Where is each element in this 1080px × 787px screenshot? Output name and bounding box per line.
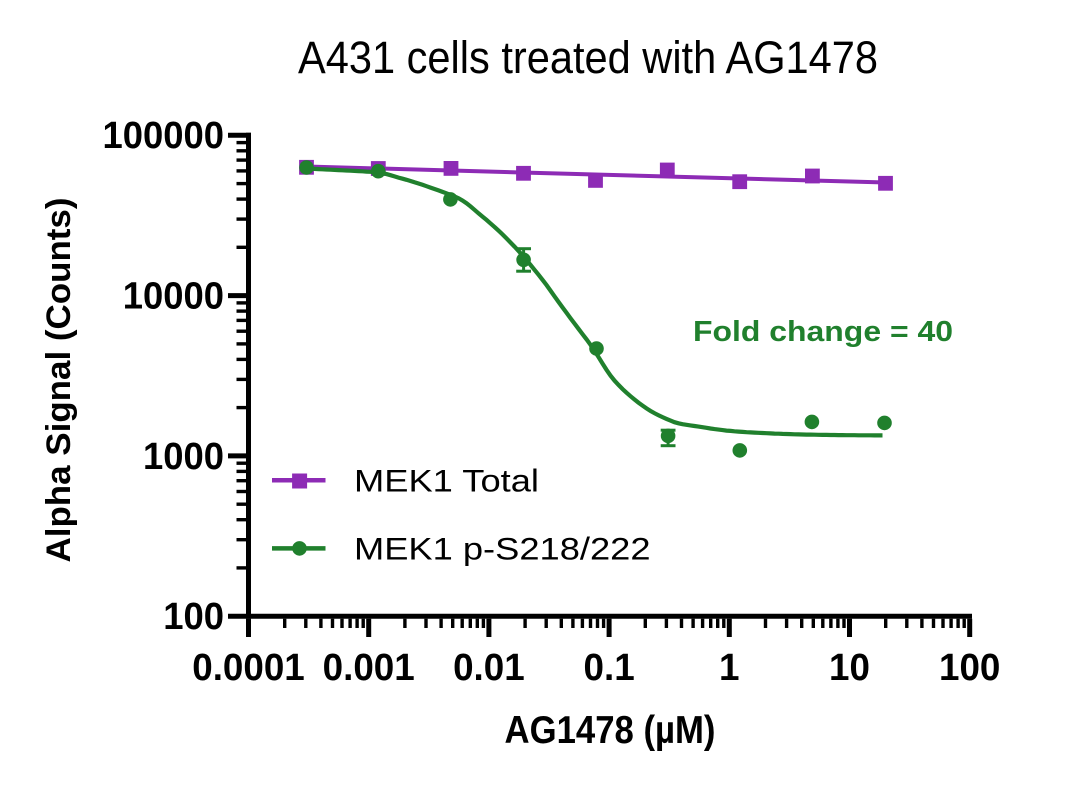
svg-text:100: 100 bbox=[939, 647, 1000, 689]
svg-text:0.001: 0.001 bbox=[323, 647, 415, 689]
svg-text:0.0001: 0.0001 bbox=[192, 647, 305, 689]
svg-text:AG1478 (µM): AG1478 (µM) bbox=[505, 709, 716, 752]
svg-text:Alpha Signal (Counts): Alpha Signal (Counts) bbox=[40, 198, 78, 563]
svg-text:1: 1 bbox=[719, 647, 740, 689]
svg-text:100000: 100000 bbox=[103, 115, 225, 157]
svg-text:MEK1 Total: MEK1 Total bbox=[354, 463, 539, 499]
svg-text:0.1: 0.1 bbox=[584, 647, 635, 689]
svg-text:A431 cells treated with AG1478: A431 cells treated with AG1478 bbox=[298, 32, 878, 83]
svg-text:10000: 10000 bbox=[123, 276, 224, 318]
svg-text:0.01: 0.01 bbox=[453, 647, 525, 689]
svg-text:1000: 1000 bbox=[143, 436, 224, 478]
svg-text:MEK1 p-S218/222: MEK1 p-S218/222 bbox=[354, 531, 651, 567]
svg-text:Fold change = 40: Fold change = 40 bbox=[693, 316, 953, 348]
svg-text:10: 10 bbox=[829, 647, 870, 689]
svg-text:100: 100 bbox=[163, 596, 224, 638]
